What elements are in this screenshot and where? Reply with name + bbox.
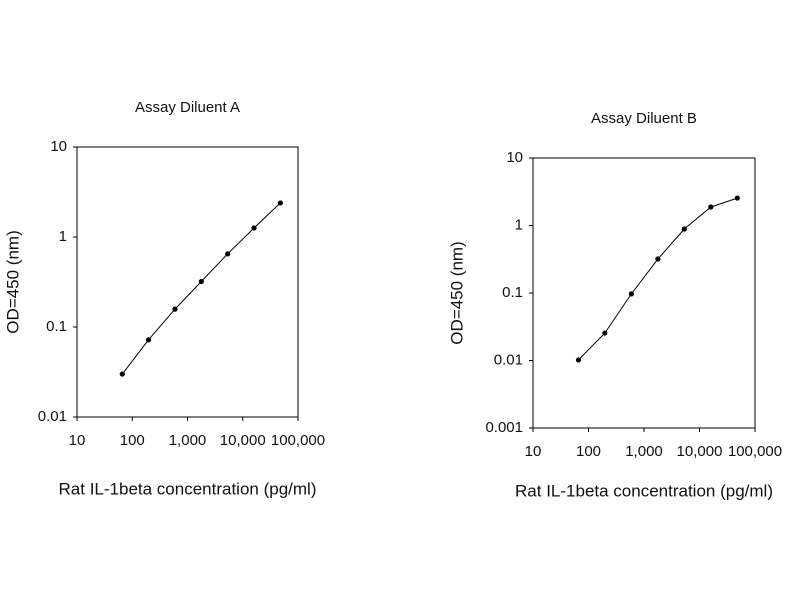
data-point [734,195,740,201]
x-tick-label: 10 [69,432,86,449]
data-point [708,204,714,210]
x-tick-label: 10,000 [677,443,723,460]
data-point [251,225,257,231]
y-tick-label: 0.01 [494,351,523,368]
y-tick-label: 10 [50,138,67,155]
x-tick-label: 100 [576,443,601,460]
data-line [121,202,281,375]
data-point [172,306,178,312]
y-tick-label: 10 [506,149,523,166]
x-tick-label: 100,000 [271,432,325,449]
y-tick-label: 0.01 [38,408,67,425]
data-point [225,251,231,257]
data-point [198,278,204,285]
x-tick-label: 100 [120,432,145,449]
data-point [602,330,608,336]
data-point [119,371,125,377]
x-axis-title: Rat IL-1beta concentration (pg/ml) [59,479,317,498]
y-tick-label: 0.1 [502,284,523,301]
x-tick-label: 10,000 [220,432,266,449]
y-tick-label: 0.1 [46,318,67,335]
chart-title: Assay Diluent B [591,110,697,127]
plot-frame [532,157,756,429]
x-tick-label: 10 [525,443,542,460]
x-tick-label: 1,000 [625,443,663,460]
data-line [578,197,738,361]
y-axis-title: OD=450 (nm) [3,230,22,333]
data-point [681,226,687,232]
y-tick-label: 1 [59,228,67,245]
data-point [575,357,582,363]
y-axis-title: OD=450 (nm) [447,241,466,344]
x-tick-label: 1,000 [169,432,207,449]
data-point [628,291,635,297]
data-point [277,200,283,206]
data-point [145,337,152,343]
data-point [655,256,661,262]
chart-title: Assay Diluent A [135,99,240,116]
y-tick-label: 0.001 [485,419,523,436]
y-tick-label: 1 [515,216,523,233]
x-tick-label: 100,000 [728,443,782,460]
plot-frame [76,146,299,418]
x-axis-title: Rat IL-1beta concentration (pg/ml) [515,481,773,500]
